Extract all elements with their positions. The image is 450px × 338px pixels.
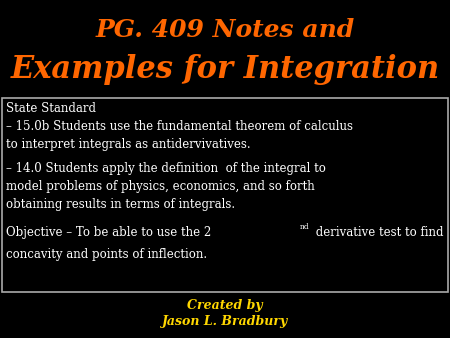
Text: State Standard: State Standard bbox=[6, 102, 96, 115]
Text: concavity and points of inflection.: concavity and points of inflection. bbox=[6, 248, 207, 261]
Text: PG. 409 Notes and: PG. 409 Notes and bbox=[95, 18, 355, 42]
Text: nd: nd bbox=[300, 223, 310, 231]
Text: Jason L. Bradbury: Jason L. Bradbury bbox=[162, 315, 288, 328]
Text: – 14.0 Students apply the definition  of the integral to
model problems of physi: – 14.0 Students apply the definition of … bbox=[6, 162, 326, 211]
Text: Examples for Integration: Examples for Integration bbox=[10, 54, 440, 85]
Bar bbox=[2, 98, 448, 292]
Text: derivative test to find: derivative test to find bbox=[312, 226, 444, 239]
Text: Created by: Created by bbox=[187, 299, 263, 312]
Text: – 15.0b Students use the fundamental theorem of calculus
to interpret integrals : – 15.0b Students use the fundamental the… bbox=[6, 120, 353, 151]
Text: Objective – To be able to use the 2: Objective – To be able to use the 2 bbox=[6, 226, 211, 239]
